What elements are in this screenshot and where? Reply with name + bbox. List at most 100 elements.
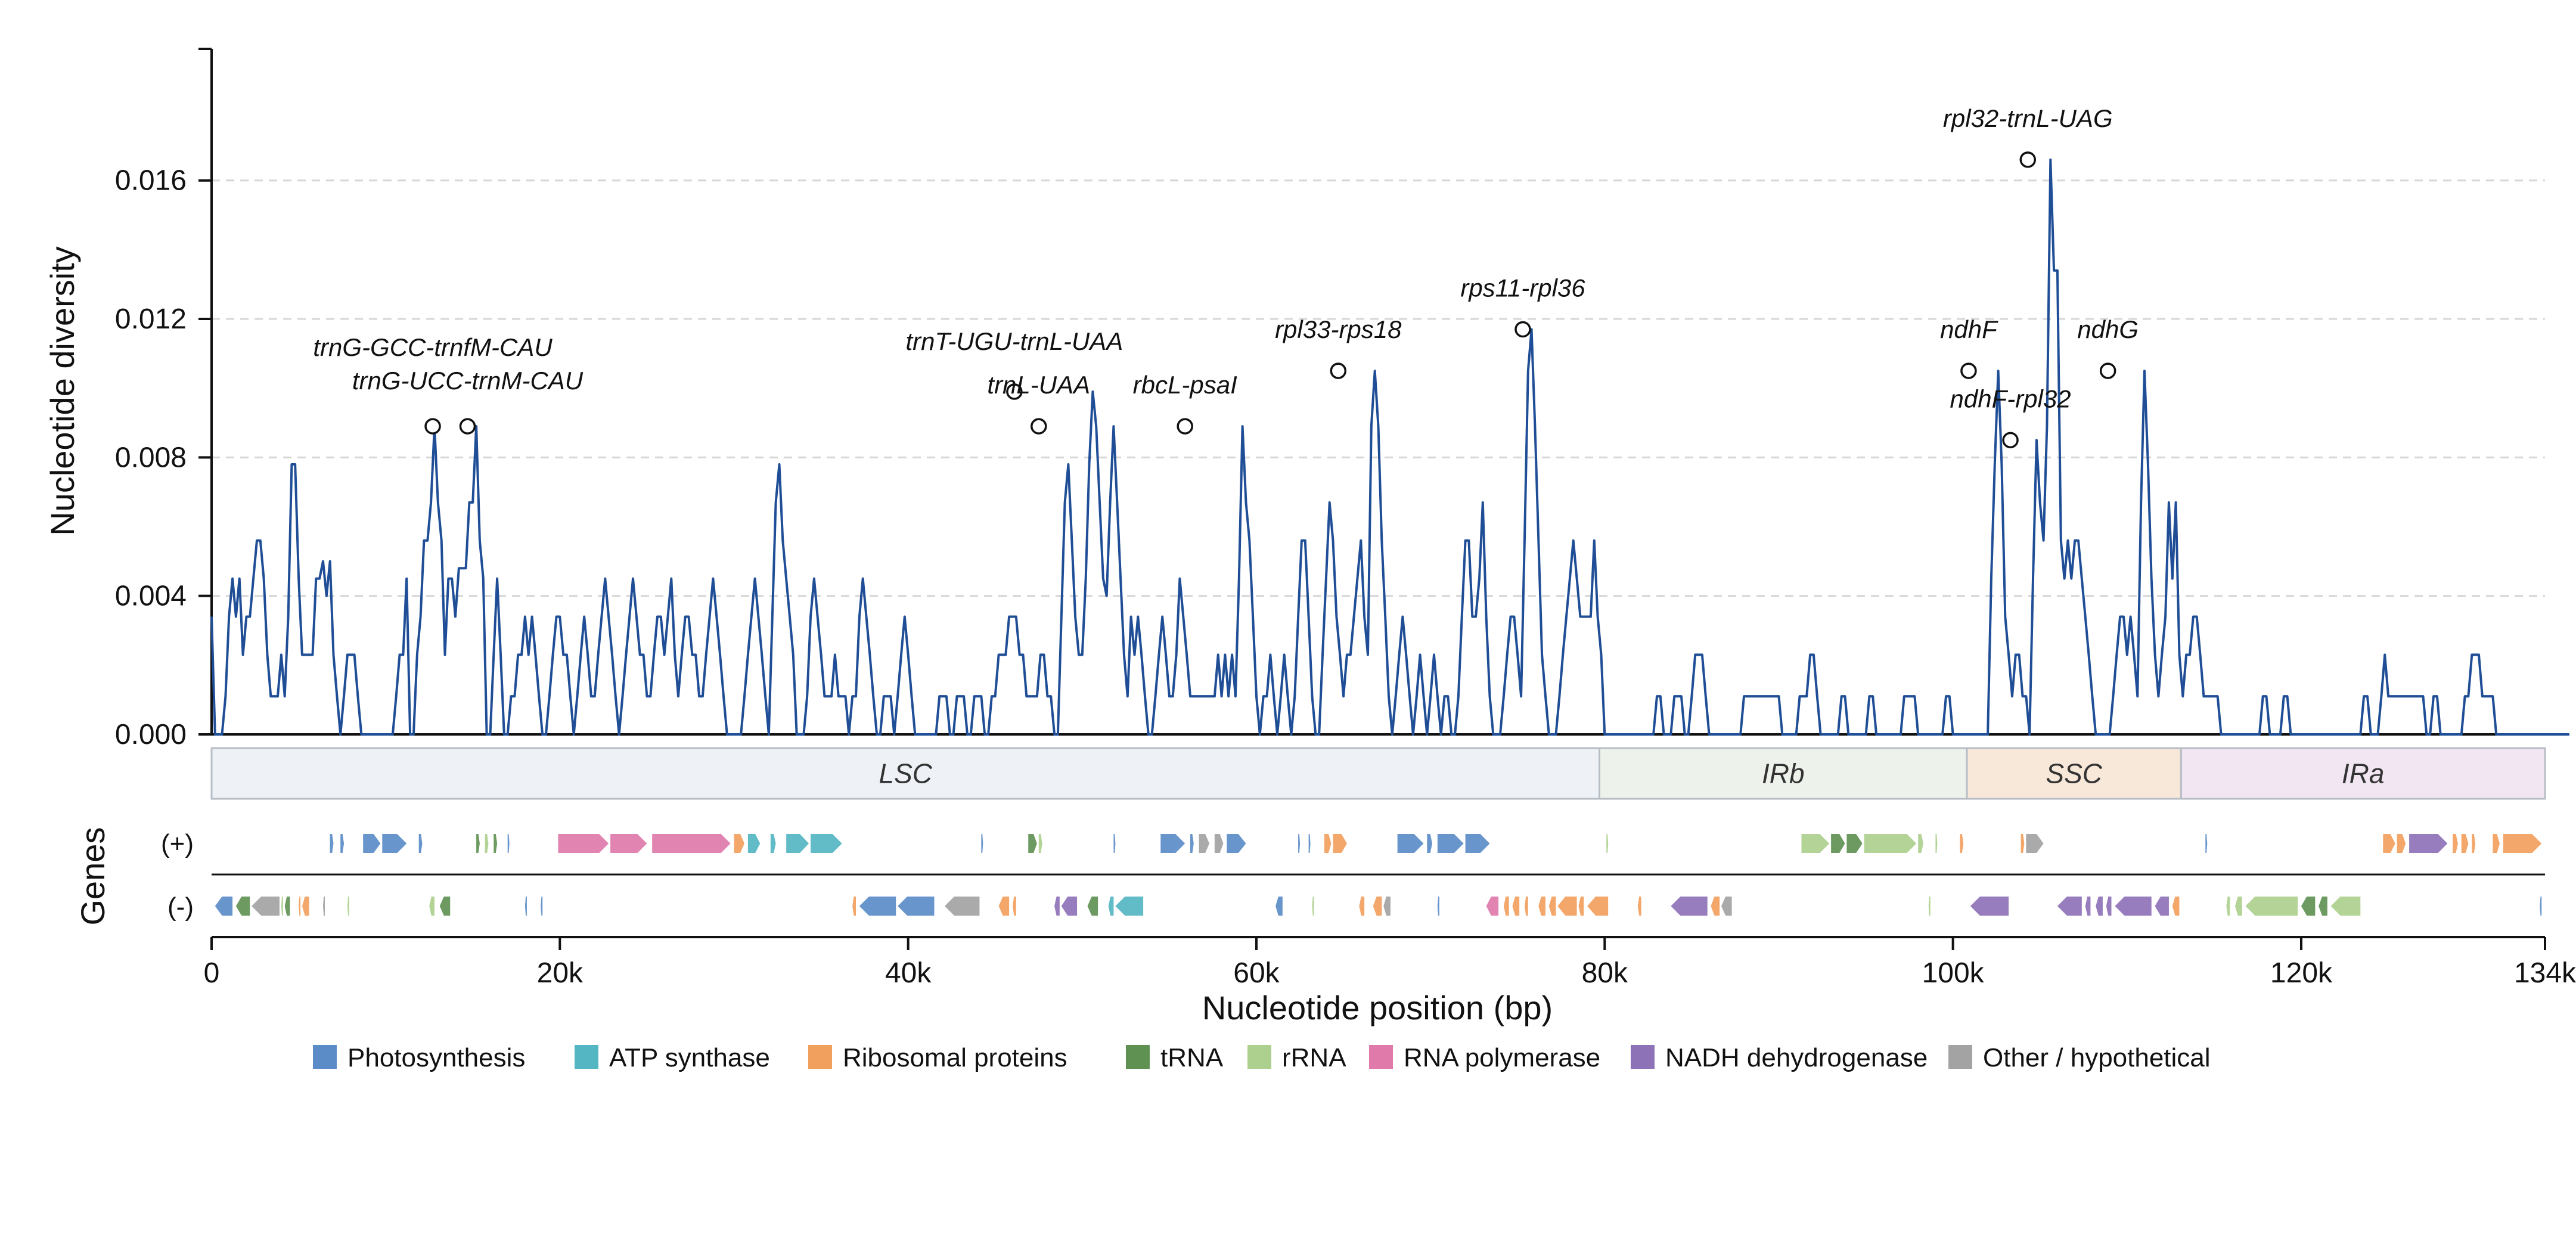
gene-plus: [418, 834, 423, 853]
gene-minus: [1054, 897, 1060, 916]
gene-minus: [1061, 897, 1078, 916]
x-tick-label: 134k: [2514, 957, 2576, 989]
x-tick-label: 120k: [2270, 957, 2333, 989]
gene-minus: [2234, 897, 2242, 916]
gene-minus: [1087, 897, 1098, 916]
y-tick-label: 0.004: [115, 581, 187, 612]
gene-minus: [1312, 897, 1314, 916]
gene-plus: [1324, 834, 1332, 853]
gene-plus: [1918, 834, 1923, 853]
x-tick-label: 20k: [537, 957, 584, 989]
gene-minus: [524, 897, 527, 916]
gene-plus: [330, 834, 334, 853]
gene-plus: [1028, 834, 1037, 853]
y-tick-label: 0.012: [115, 303, 187, 335]
legend: Photosynthesis ATP synthase Ribosomal prot…: [313, 1043, 2211, 1072]
legend-swatch: [1247, 1045, 1271, 1069]
gene-plus: [1190, 834, 1194, 853]
gene-plus: [1298, 834, 1301, 853]
legend-label: NADH dehydrogenase: [1665, 1043, 1928, 1072]
gene-plus: [2461, 834, 2469, 853]
gene-minus: [1437, 897, 1439, 916]
gene-plus: [1864, 834, 1917, 853]
plus-strand-label: (+): [161, 829, 194, 858]
peak-marker: [2002, 432, 2019, 449]
peak-label: rpl32-trnL-UAG: [1943, 104, 2113, 132]
gene-minus: [252, 897, 280, 916]
gene-plus: [734, 834, 745, 853]
peak-marker: [1330, 362, 1347, 379]
gene-plus: [786, 834, 809, 853]
x-axis-title: Nucleotide position (bp): [1202, 989, 1553, 1026]
gene-plus: [652, 834, 731, 853]
legend-label: ATP synthase: [609, 1043, 770, 1072]
gene-minus: [2057, 897, 2082, 916]
gene-plus: [811, 834, 842, 853]
legend-swatch: [1631, 1045, 1655, 1069]
region-label: IRa: [2342, 758, 2385, 789]
gene-plus: [2383, 834, 2395, 853]
gene-track: [212, 834, 2545, 916]
legend-swatch: [1369, 1045, 1393, 1069]
region-label: LSC: [879, 758, 933, 789]
gene-minus: [998, 897, 1010, 916]
gene-minus: [2096, 897, 2103, 916]
gene-plus: [1038, 834, 1042, 853]
peak-marker: [1514, 321, 1531, 338]
peak-marker: [1031, 418, 1047, 435]
gene-plus: [610, 834, 647, 853]
peak-label: trnG-GCC-trnfM-CAU: [313, 333, 553, 361]
peak-label: ndhG: [2077, 315, 2139, 343]
gene-minus: [281, 897, 283, 916]
legend-swatch: [1948, 1045, 1972, 1069]
gene-plus: [485, 834, 489, 853]
gene-minus: [2085, 897, 2091, 916]
legend-label: Photosynthesis: [347, 1043, 525, 1072]
gene-minus: [1503, 897, 1509, 916]
peak-annotations: trnG-GCC-trnfM-CAU trnG-UCC-trnM-CAU trnT-…: [313, 104, 2139, 449]
peak-label: rps11-rpl36: [1460, 274, 1585, 302]
gene-minus: [235, 897, 250, 916]
gene-plus: [2503, 834, 2542, 853]
gene-minus: [2155, 897, 2169, 916]
gene-plus: [1935, 834, 1938, 853]
gene-plus: [476, 834, 480, 853]
gene-minus: [852, 897, 856, 916]
gene-minus: [2540, 897, 2542, 916]
peak-marker: [459, 418, 476, 435]
legend-label: RNA polymerase: [1404, 1043, 1600, 1072]
gene-minus: [2115, 897, 2152, 916]
gene-plus: [1960, 834, 1964, 853]
gene-minus: [1524, 897, 1528, 916]
peak-label: rbcL-psaI: [1133, 371, 1237, 399]
gene-minus: [1548, 897, 1556, 916]
peak-label: ndhF-rpl32: [1950, 384, 2071, 413]
gene-minus: [439, 897, 451, 916]
gene-plus: [2493, 834, 2500, 853]
peak-marker: [1960, 362, 1977, 379]
gene-minus: [2330, 897, 2361, 916]
gene-plus: [382, 834, 407, 853]
y-tick-label: 0.008: [115, 442, 187, 473]
gene-minus: [1115, 897, 1144, 916]
gene-minus: [1928, 897, 1931, 916]
legend-label: Other / hypothetical: [1983, 1043, 2211, 1072]
gene-minus: [898, 897, 935, 916]
gene-plus: [1465, 834, 1490, 853]
gene-minus: [2172, 897, 2180, 916]
gene-plus: [2409, 834, 2448, 853]
gene-minus: [1108, 897, 1114, 916]
y-axis-title: Nucleotide diversity: [44, 246, 81, 536]
gene-minus: [1012, 897, 1016, 916]
gene-plus: [363, 834, 381, 853]
gene-minus: [1671, 897, 1708, 916]
y-tick-label: 0.000: [115, 719, 187, 751]
gene-minus: [859, 897, 896, 916]
gene-plus: [1113, 834, 1116, 853]
gene-minus: [541, 897, 543, 916]
gene-plus: [1227, 834, 1246, 853]
gene-minus: [347, 897, 349, 916]
gene-minus: [1578, 897, 1584, 916]
